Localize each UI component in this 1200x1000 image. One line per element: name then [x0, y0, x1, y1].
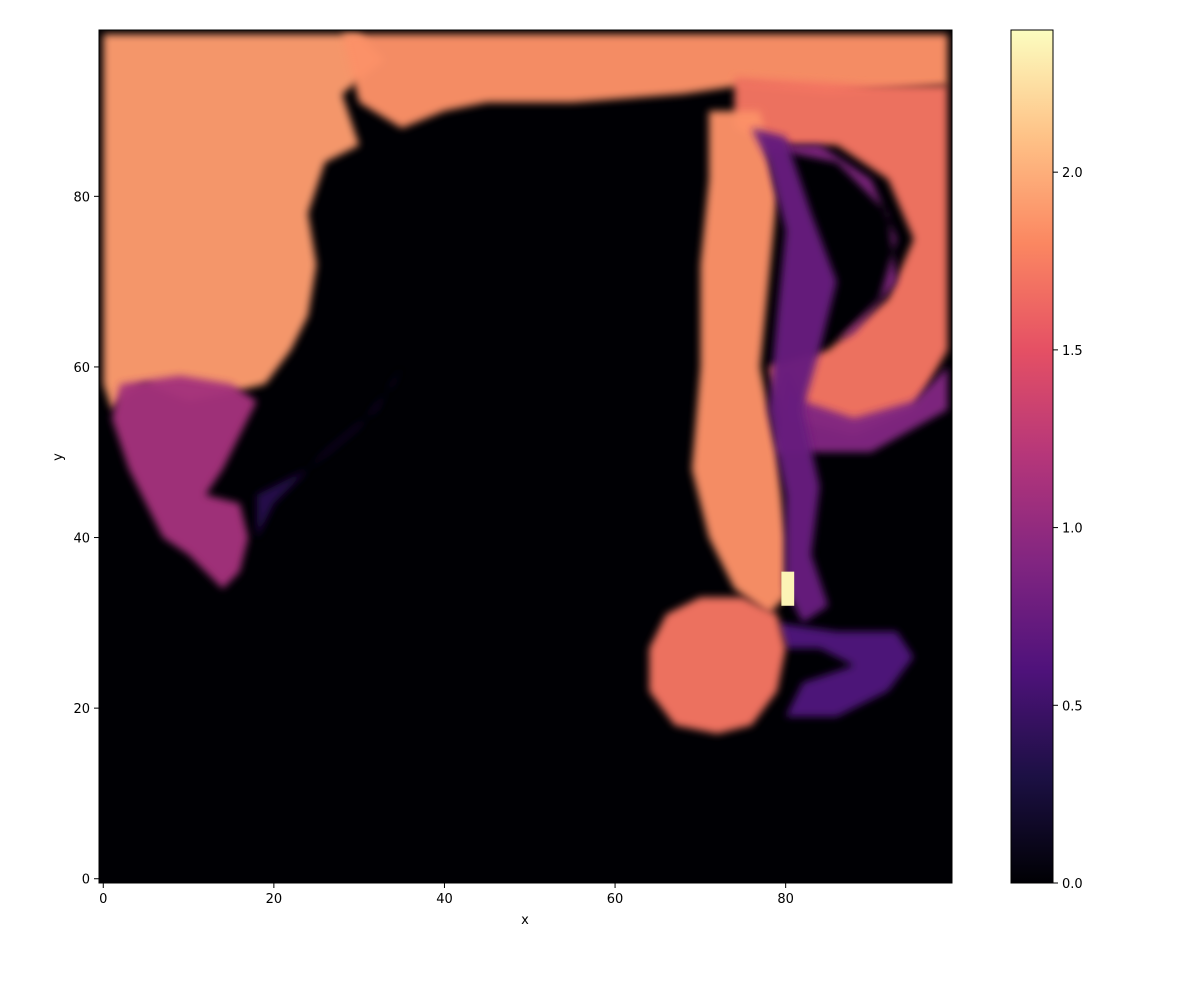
y-axis: 0 20 40 60 80 [73, 190, 99, 888]
heatmap-region-right-swirl [734, 76, 948, 436]
heatmap-region-column-flank [751, 128, 837, 623]
x-axis-label: x [521, 913, 529, 928]
y-axis-label: y [51, 453, 66, 461]
colorbar-tick-label: 2.0 [1062, 166, 1083, 181]
heatmap-region-left-fingers [111, 375, 257, 589]
colorbar-ticks: 0.0 0.5 1.0 1.5 2.0 [1053, 166, 1083, 892]
colorbar-tick-label: 0.0 [1062, 877, 1083, 892]
heatmap-region-bulb-wisp [777, 622, 914, 717]
colorbar-tick-label: 1.5 [1062, 344, 1083, 359]
heatmap-region-lower-bulb [649, 597, 786, 734]
heatmap-region-descending-column [691, 111, 786, 615]
x-axis: 0 20 40 60 80 [99, 883, 794, 907]
heatmap-region-top-band [342, 34, 948, 129]
x-tick-label: 0 [99, 892, 107, 907]
y-tick-label: 0 [82, 873, 90, 888]
heatmap-peak [781, 571, 795, 606]
x-tick-label: 80 [777, 892, 794, 907]
y-tick-label: 20 [73, 702, 90, 717]
heatmap-region-plume-upper-left [103, 34, 385, 410]
y-tick-label: 80 [73, 190, 90, 205]
y-tick-label: 40 [73, 532, 90, 547]
colorbar-tick-label: 1.0 [1062, 522, 1083, 537]
x-tick-label: 60 [607, 892, 624, 907]
colorbar: 0.0 0.5 1.0 1.5 2.0 [1010, 29, 1083, 892]
heatmap-plot-area [98, 29, 953, 884]
plot-frame [98, 29, 953, 884]
x-tick-label: 40 [436, 892, 453, 907]
x-tick-label: 20 [266, 892, 283, 907]
colorbar-gradient [1010, 29, 1054, 884]
y-tick-label: 60 [73, 361, 90, 376]
colorbar-tick-label: 0.5 [1062, 699, 1083, 714]
heatmap-field [103, 34, 948, 734]
